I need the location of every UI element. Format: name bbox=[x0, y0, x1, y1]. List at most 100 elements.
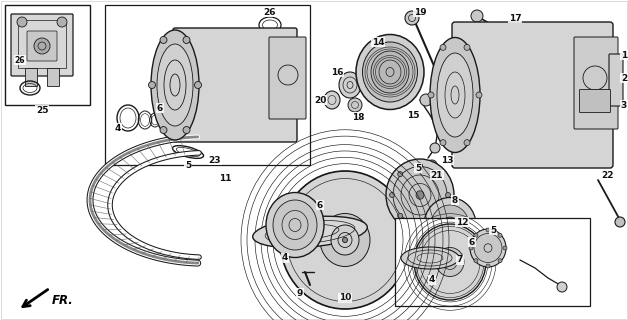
Ellipse shape bbox=[371, 51, 409, 93]
FancyBboxPatch shape bbox=[27, 31, 57, 61]
Text: 23: 23 bbox=[208, 156, 221, 164]
Ellipse shape bbox=[151, 30, 199, 140]
Circle shape bbox=[464, 44, 470, 50]
Ellipse shape bbox=[448, 259, 453, 265]
Text: 6: 6 bbox=[157, 103, 163, 113]
Ellipse shape bbox=[431, 205, 469, 245]
FancyBboxPatch shape bbox=[574, 37, 618, 129]
Bar bbox=[25, 68, 37, 86]
Text: 14: 14 bbox=[372, 37, 384, 46]
Circle shape bbox=[57, 17, 67, 27]
FancyBboxPatch shape bbox=[173, 28, 297, 142]
FancyBboxPatch shape bbox=[452, 22, 613, 168]
Circle shape bbox=[418, 222, 423, 227]
Text: 10: 10 bbox=[339, 293, 351, 302]
Circle shape bbox=[498, 259, 502, 263]
Text: 5: 5 bbox=[185, 161, 191, 170]
Ellipse shape bbox=[430, 37, 480, 153]
Ellipse shape bbox=[437, 53, 473, 137]
Ellipse shape bbox=[356, 35, 424, 109]
Text: 5: 5 bbox=[490, 226, 496, 235]
Ellipse shape bbox=[362, 42, 418, 102]
Circle shape bbox=[420, 94, 432, 106]
Text: 15: 15 bbox=[407, 110, 420, 119]
Ellipse shape bbox=[474, 234, 502, 262]
Circle shape bbox=[148, 82, 156, 89]
Text: 17: 17 bbox=[509, 13, 521, 22]
Text: 21: 21 bbox=[431, 171, 443, 180]
Text: 8: 8 bbox=[452, 196, 458, 204]
Circle shape bbox=[160, 36, 167, 44]
Circle shape bbox=[427, 160, 437, 170]
Circle shape bbox=[405, 11, 419, 25]
Text: 16: 16 bbox=[331, 68, 344, 76]
Circle shape bbox=[195, 82, 202, 89]
Ellipse shape bbox=[416, 191, 424, 199]
Text: 9: 9 bbox=[297, 289, 303, 298]
Text: 25: 25 bbox=[36, 106, 48, 115]
Ellipse shape bbox=[436, 247, 464, 276]
Ellipse shape bbox=[273, 200, 317, 250]
Ellipse shape bbox=[401, 247, 459, 269]
Ellipse shape bbox=[414, 224, 486, 300]
Ellipse shape bbox=[331, 225, 359, 255]
Bar bbox=[5, 5, 90, 105]
Ellipse shape bbox=[252, 216, 367, 248]
Circle shape bbox=[389, 193, 394, 197]
Ellipse shape bbox=[266, 193, 324, 258]
Circle shape bbox=[160, 126, 167, 133]
Text: 6: 6 bbox=[469, 237, 475, 246]
Text: 26: 26 bbox=[264, 7, 276, 17]
Bar bbox=[395, 218, 590, 306]
Circle shape bbox=[615, 217, 625, 227]
Circle shape bbox=[17, 17, 27, 27]
FancyBboxPatch shape bbox=[269, 37, 306, 119]
Circle shape bbox=[418, 163, 423, 168]
Ellipse shape bbox=[470, 229, 506, 267]
Text: 2: 2 bbox=[621, 74, 627, 83]
Circle shape bbox=[183, 126, 190, 133]
Text: 20: 20 bbox=[314, 95, 326, 105]
Text: 5: 5 bbox=[415, 164, 421, 172]
Text: 22: 22 bbox=[602, 171, 614, 180]
Text: 18: 18 bbox=[352, 113, 364, 122]
FancyBboxPatch shape bbox=[11, 14, 73, 76]
Circle shape bbox=[400, 274, 412, 286]
Text: 19: 19 bbox=[414, 7, 426, 17]
Text: 26: 26 bbox=[14, 55, 25, 65]
Bar bbox=[18, 20, 66, 68]
Circle shape bbox=[471, 10, 483, 22]
Circle shape bbox=[437, 172, 442, 177]
Circle shape bbox=[476, 92, 482, 98]
Text: 4: 4 bbox=[115, 124, 121, 132]
Circle shape bbox=[486, 264, 490, 268]
Text: 4: 4 bbox=[282, 253, 288, 262]
Text: FR.: FR. bbox=[52, 293, 73, 307]
Ellipse shape bbox=[320, 213, 370, 267]
Circle shape bbox=[445, 193, 450, 197]
Circle shape bbox=[430, 143, 440, 153]
Circle shape bbox=[428, 92, 434, 98]
Circle shape bbox=[469, 246, 473, 250]
Ellipse shape bbox=[393, 166, 447, 223]
Ellipse shape bbox=[386, 159, 454, 231]
Text: 4: 4 bbox=[429, 276, 435, 284]
Circle shape bbox=[503, 246, 507, 250]
Circle shape bbox=[398, 213, 403, 218]
Text: 12: 12 bbox=[456, 218, 468, 227]
Text: 13: 13 bbox=[441, 156, 453, 164]
Circle shape bbox=[498, 233, 502, 237]
Ellipse shape bbox=[324, 91, 340, 109]
Text: 7: 7 bbox=[457, 255, 463, 265]
Text: 3: 3 bbox=[621, 100, 627, 109]
Circle shape bbox=[486, 228, 490, 232]
Circle shape bbox=[440, 140, 446, 146]
Circle shape bbox=[348, 98, 362, 112]
FancyBboxPatch shape bbox=[609, 54, 623, 106]
Circle shape bbox=[474, 259, 478, 263]
Ellipse shape bbox=[342, 237, 347, 243]
Ellipse shape bbox=[157, 44, 193, 126]
FancyBboxPatch shape bbox=[580, 90, 610, 113]
Ellipse shape bbox=[339, 72, 361, 98]
Circle shape bbox=[437, 213, 442, 218]
